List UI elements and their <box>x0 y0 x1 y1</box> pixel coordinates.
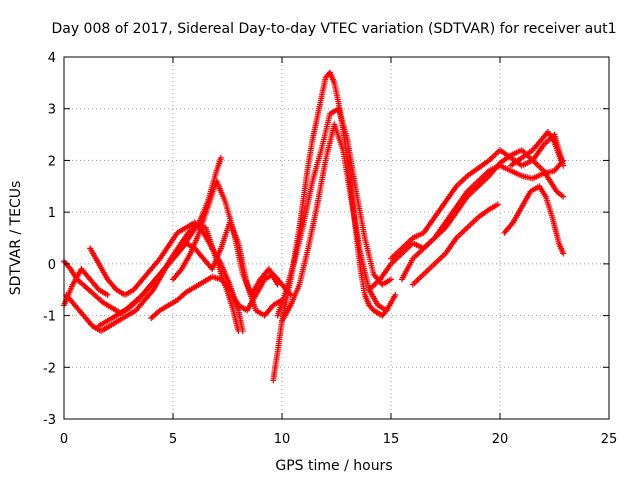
y-axis-label: SDTVAR / TECUs <box>8 181 24 296</box>
plot-frame <box>63 56 610 420</box>
y-tick-label: 0 <box>48 258 56 273</box>
y-tick-label: 3 <box>48 103 56 118</box>
data-marker-trace <box>388 131 567 262</box>
x-tick-label: 5 <box>169 432 177 447</box>
x-tick-label: 0 <box>60 432 68 447</box>
x-axis-label: GPS time / hours <box>275 458 392 474</box>
data-marker-trace <box>279 121 399 324</box>
x-tick-label: 20 <box>492 432 509 447</box>
series-track-10 <box>279 121 399 324</box>
chart-title: Day 008 of 2017, Sidereal Day-to-day VTE… <box>51 21 616 37</box>
series-track-13 <box>398 147 567 283</box>
y-tick-label: -3 <box>43 413 56 428</box>
data-points <box>61 69 567 384</box>
y-tick-label: 1 <box>48 206 56 221</box>
data-marker-trace <box>398 147 567 283</box>
series-track-12 <box>388 131 567 262</box>
series-track-7 <box>170 178 281 298</box>
data-marker-trace <box>501 183 567 257</box>
data-marker-trace <box>409 201 501 288</box>
data-marker-trace <box>274 105 394 319</box>
series-track-15 <box>501 183 567 257</box>
y-tick-label: 4 <box>48 51 56 66</box>
y-tick-label: -2 <box>43 361 56 376</box>
x-tick-label: 15 <box>383 432 400 447</box>
x-tick-label: 10 <box>274 432 291 447</box>
axis-ticks: 0 5 10 15 20 25 -3 -2 -1 0 1 2 3 4 <box>43 51 617 447</box>
series-track-9 <box>274 105 394 319</box>
data-marker-trace <box>170 178 281 298</box>
data-marker-trace <box>507 128 565 169</box>
series-track-16 <box>507 128 565 169</box>
data-marker-trace <box>148 271 294 322</box>
series-track-14 <box>409 201 501 288</box>
series-track-6 <box>148 271 294 322</box>
x-tick-label: 25 <box>601 432 618 447</box>
y-tick-label: -1 <box>43 310 56 325</box>
y-tick-label: 2 <box>48 154 56 169</box>
